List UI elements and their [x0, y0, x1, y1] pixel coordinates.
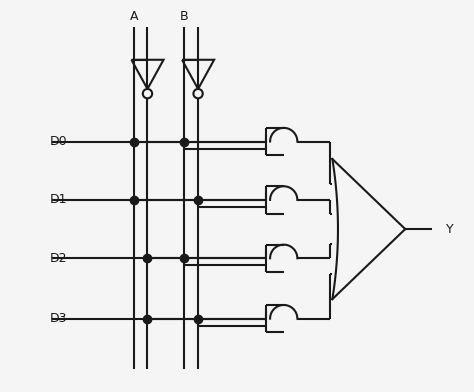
Text: D2: D2: [49, 252, 67, 265]
Text: Y: Y: [446, 223, 454, 236]
Text: B: B: [180, 10, 189, 23]
Circle shape: [143, 89, 152, 98]
Circle shape: [193, 89, 203, 98]
Text: D1: D1: [49, 193, 67, 207]
Text: D3: D3: [49, 312, 67, 325]
Text: A: A: [129, 10, 138, 23]
Text: D0: D0: [49, 135, 67, 148]
